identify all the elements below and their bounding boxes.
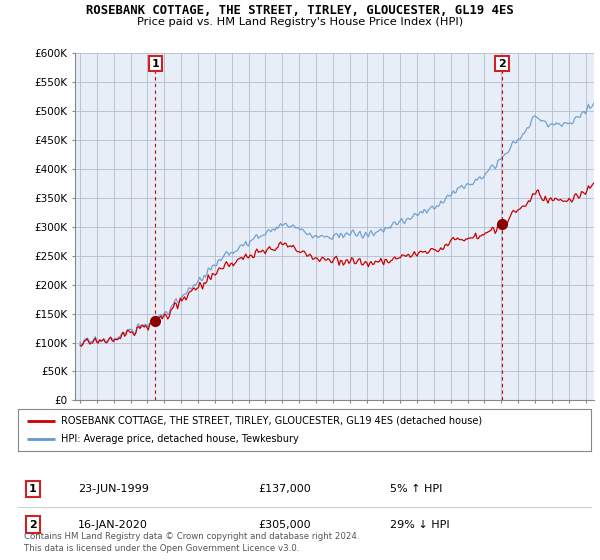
- Text: 23-JUN-1999: 23-JUN-1999: [78, 484, 149, 494]
- Text: 1: 1: [29, 484, 37, 494]
- Text: HPI: Average price, detached house, Tewkesbury: HPI: Average price, detached house, Tewk…: [61, 434, 299, 444]
- Text: 5% ↑ HPI: 5% ↑ HPI: [390, 484, 442, 494]
- Text: 2: 2: [29, 520, 37, 530]
- Text: 1: 1: [152, 59, 159, 69]
- Text: 29% ↓ HPI: 29% ↓ HPI: [390, 520, 449, 530]
- Text: Contains HM Land Registry data © Crown copyright and database right 2024.
This d: Contains HM Land Registry data © Crown c…: [24, 532, 359, 553]
- Text: Price paid vs. HM Land Registry's House Price Index (HPI): Price paid vs. HM Land Registry's House …: [137, 17, 463, 27]
- Text: ROSEBANK COTTAGE, THE STREET, TIRLEY, GLOUCESTER, GL19 4ES (detached house): ROSEBANK COTTAGE, THE STREET, TIRLEY, GL…: [61, 416, 482, 426]
- Text: £305,000: £305,000: [258, 520, 311, 530]
- Text: 2: 2: [498, 59, 506, 69]
- Text: ROSEBANK COTTAGE, THE STREET, TIRLEY, GLOUCESTER, GL19 4ES: ROSEBANK COTTAGE, THE STREET, TIRLEY, GL…: [86, 4, 514, 17]
- Text: 16-JAN-2020: 16-JAN-2020: [78, 520, 148, 530]
- Text: £137,000: £137,000: [258, 484, 311, 494]
